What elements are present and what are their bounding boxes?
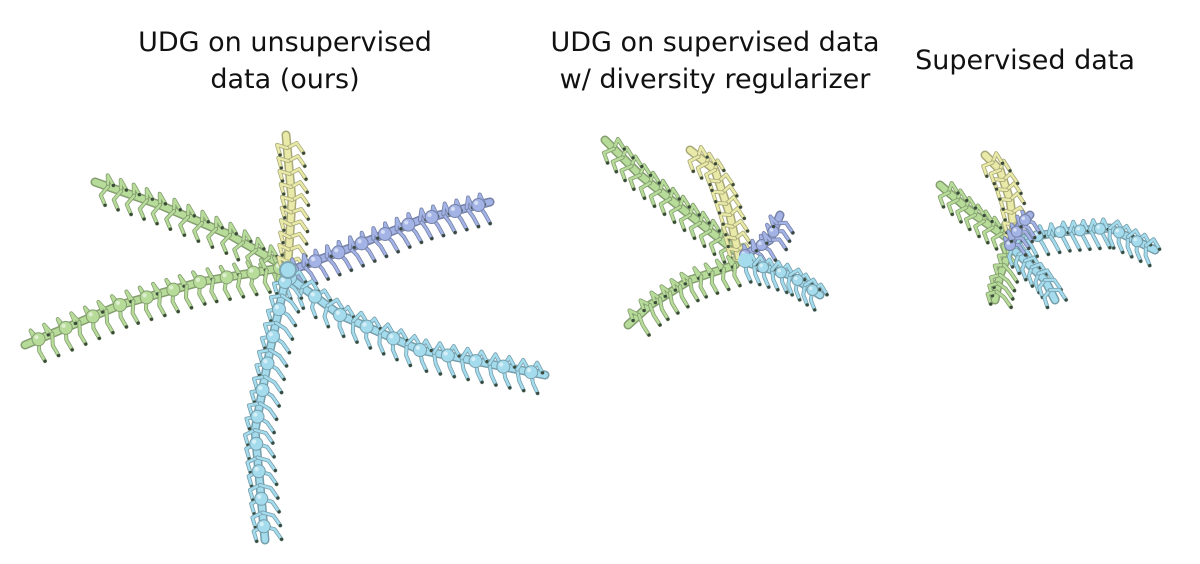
panel-udg-unsupervised-morphologies [20,130,550,545]
panel-caption-supervised-data: Supervised data [905,42,1145,79]
limb-chain [285,192,495,290]
caption-line: data (ours) [210,64,360,95]
limb-chain [20,255,287,364]
caption-line: w/ diversity regularizer [559,64,871,95]
panel-caption-udg-unsupervised: UDG on unsupervised data (ours) [130,24,440,98]
panel-caption-udg-supervised: UDG on supervised data w/ diversity regu… [545,24,885,98]
limb-chain [980,150,1033,248]
caption-line: UDG on supervised data [550,27,880,58]
caption-line: UDG on unsupervised [138,27,432,58]
limb-chain [242,275,304,545]
panel-udg-supervised-morphologies [600,135,829,337]
limb-chain [1002,209,1042,257]
limb-chain [275,130,311,271]
limb-chain [623,254,742,337]
limb-chain [90,173,292,285]
limb-chain [600,135,752,273]
limb-chain [739,252,829,312]
limb-chain [1009,217,1162,268]
limb-chain [283,269,550,396]
panel-supervised-morphologies [935,150,1162,310]
caption-line: Supervised data [915,45,1135,76]
